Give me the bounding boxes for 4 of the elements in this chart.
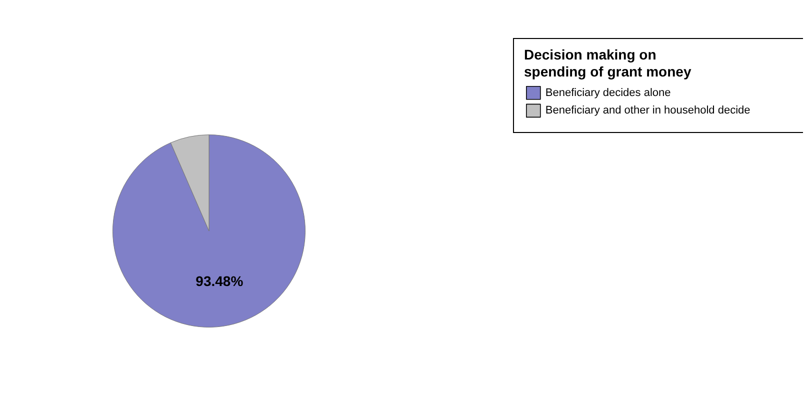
legend-label: Beneficiary and other in household decide — [545, 104, 750, 117]
legend-title: Decision making on spending of grant money — [524, 46, 692, 80]
legend-label: Beneficiary decides alone — [545, 86, 671, 99]
data-label: 93.48% — [196, 273, 244, 290]
